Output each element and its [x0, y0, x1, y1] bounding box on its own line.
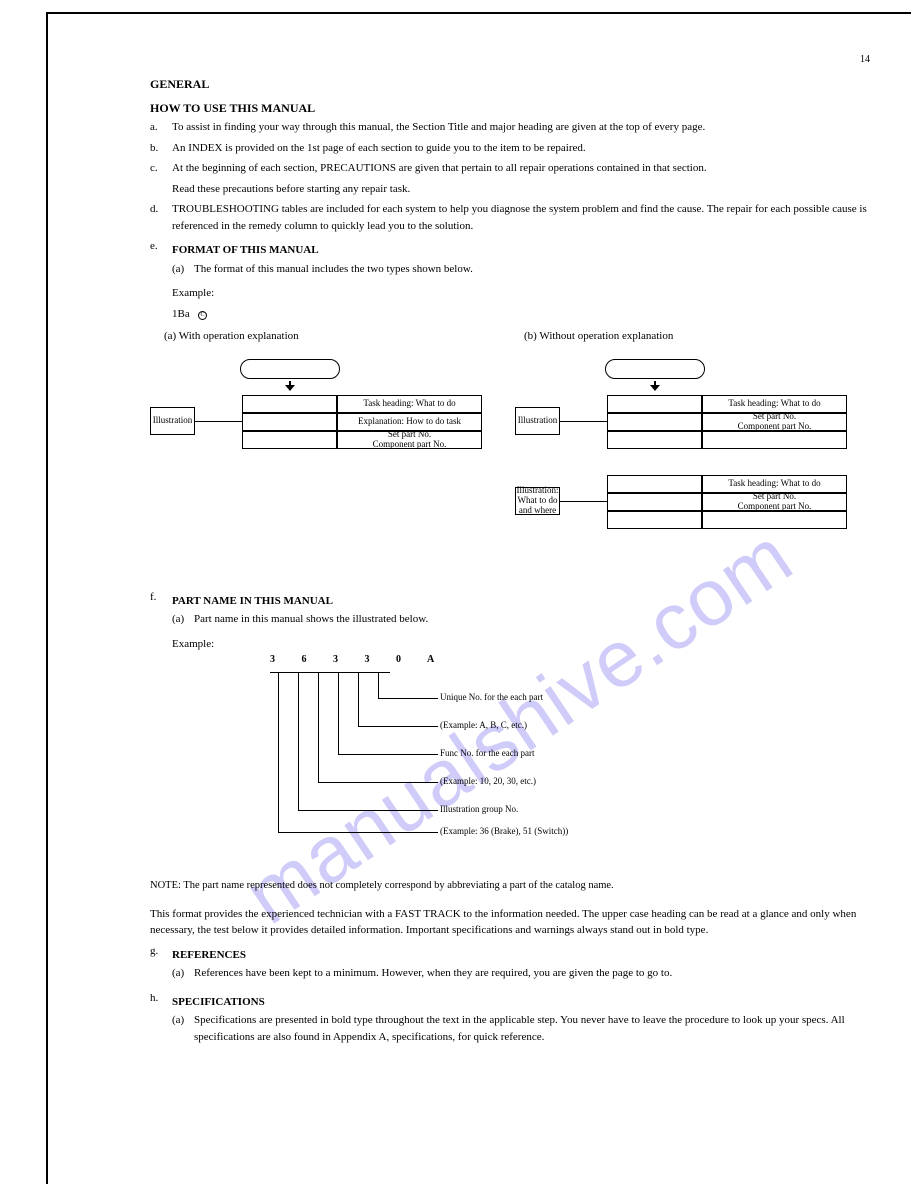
page-left-rule [46, 12, 48, 1184]
item-f: f. PART NAME IN THIS MANUAL (a) Part nam… [150, 589, 870, 632]
code-tree: 3 6 3 3 0 A Unique No. for the each part… [270, 658, 690, 868]
box-rb3b [702, 511, 847, 529]
tree-r1: (Example: A, B, C, etc.) [440, 720, 527, 731]
arrow-icon [285, 381, 295, 391]
tree-r2: Func No. for the each part [440, 748, 534, 759]
bullet-f: f. [150, 589, 172, 632]
bullet-ea: (a) [172, 261, 194, 278]
bullet-c: c. [150, 160, 172, 177]
refs-body: References have been kept to a minimum. … [194, 965, 672, 982]
tree-r3: (Example: 10, 20, 30, etc.) [440, 776, 536, 787]
box-l3b: Set part No. Component part No. [337, 431, 482, 449]
box-l2 [242, 413, 337, 431]
formula-row: 1Ba C [172, 306, 870, 323]
bullet-d: d. [150, 201, 172, 234]
box-l1b: Task heading: What to do [337, 395, 482, 413]
item-h: h. SPECIFICATIONS (a) Specifications are… [150, 990, 870, 1050]
specs-body: Specifications are presented in bold typ… [194, 1012, 870, 1045]
box-r2b: Set part No. Component part No. [702, 413, 847, 431]
bullet-b: b. [150, 140, 172, 157]
bullet-e: e. [150, 238, 172, 281]
box-l1 [242, 395, 337, 413]
text-b: An INDEX is provided on the 1st page of … [172, 140, 586, 157]
item-e-a: (a) The format of this manual includes t… [172, 261, 473, 278]
item-e: e. FORMAT OF THIS MANUAL (a) The format … [150, 238, 870, 281]
page-content: 14 GENERAL HOW TO USE THIS MANUAL a. To … [150, 52, 870, 1053]
pill-left [240, 359, 340, 379]
text-ea: The format of this manual includes the t… [194, 261, 473, 278]
tree-r4: Illustration group No. [440, 804, 518, 815]
example-lead2: Example: [172, 636, 870, 653]
item-g: g. REFERENCES (a) References have been k… [150, 943, 870, 986]
formula-b: (b) Without operation explanation [510, 326, 687, 347]
text-d: TROUBLESHOOTING tables are included for … [172, 201, 870, 234]
title-general: GENERAL [150, 75, 870, 93]
box-left-illus: Illustration [150, 407, 195, 435]
box-r3b [702, 431, 847, 449]
section-g-title: PART NAME IN THIS MANUAL [172, 595, 333, 607]
text-a: To assist in finding your way through th… [172, 119, 705, 136]
title-howto: HOW TO USE THIS MANUAL [150, 99, 870, 117]
code-digits: 3 6 3 3 0 A [270, 652, 446, 667]
box-rb3 [607, 511, 702, 529]
box-rb1 [607, 475, 702, 493]
item-a: a. To assist in finding your way through… [150, 119, 870, 136]
box-l3 [242, 431, 337, 449]
box-r3 [607, 431, 702, 449]
item-b: b. An INDEX is provided on the 1st page … [150, 140, 870, 157]
box-right-illus: Illustration [515, 407, 560, 435]
note-text: NOTE: The part name represented does not… [150, 878, 870, 894]
refs-title: REFERENCES [172, 949, 246, 961]
item-d: d. TROUBLESHOOTING tables are included f… [150, 201, 870, 234]
page-top-rule [46, 12, 911, 14]
tree-r0: Unique No. for the each part [440, 692, 543, 703]
bullet-h: h. [150, 990, 172, 1050]
formula-a: (a) With operation explanation [150, 326, 313, 347]
text-ga: Part name in this manual shows the illus… [194, 611, 428, 628]
pill-right [605, 359, 705, 379]
circle-icon: C [198, 311, 207, 320]
text-c: At the beginning of each section, PRECAU… [172, 160, 707, 177]
item-c-sub: Read these precautions before starting a… [150, 181, 870, 198]
box-r2 [607, 413, 702, 431]
para-h: This format provides the experienced tec… [150, 906, 870, 939]
item-c: c. At the beginning of each section, PRE… [150, 160, 870, 177]
text-c-sub: Read these precautions before starting a… [172, 181, 410, 198]
bullet-g: g. [150, 943, 172, 986]
section-f-title: FORMAT OF THIS MANUAL [172, 244, 319, 256]
example-lead: Example: [172, 285, 870, 302]
page-number: 14 [150, 52, 870, 67]
specs-title: SPECIFICATIONS [172, 996, 265, 1008]
box-rb2 [607, 493, 702, 511]
arrow-icon-r [650, 381, 660, 391]
bullet-a: a. [150, 119, 172, 136]
box-rb2b: Set part No. Component part No. [702, 493, 847, 511]
box-r1 [607, 395, 702, 413]
tree-r5: (Example: 36 (Brake), 51 (Switch)) [440, 826, 568, 837]
box-right-illus2: Illustration: What to do and where [515, 487, 560, 515]
diagram-area: Illustration Task heading: What to do Ex… [150, 359, 870, 579]
